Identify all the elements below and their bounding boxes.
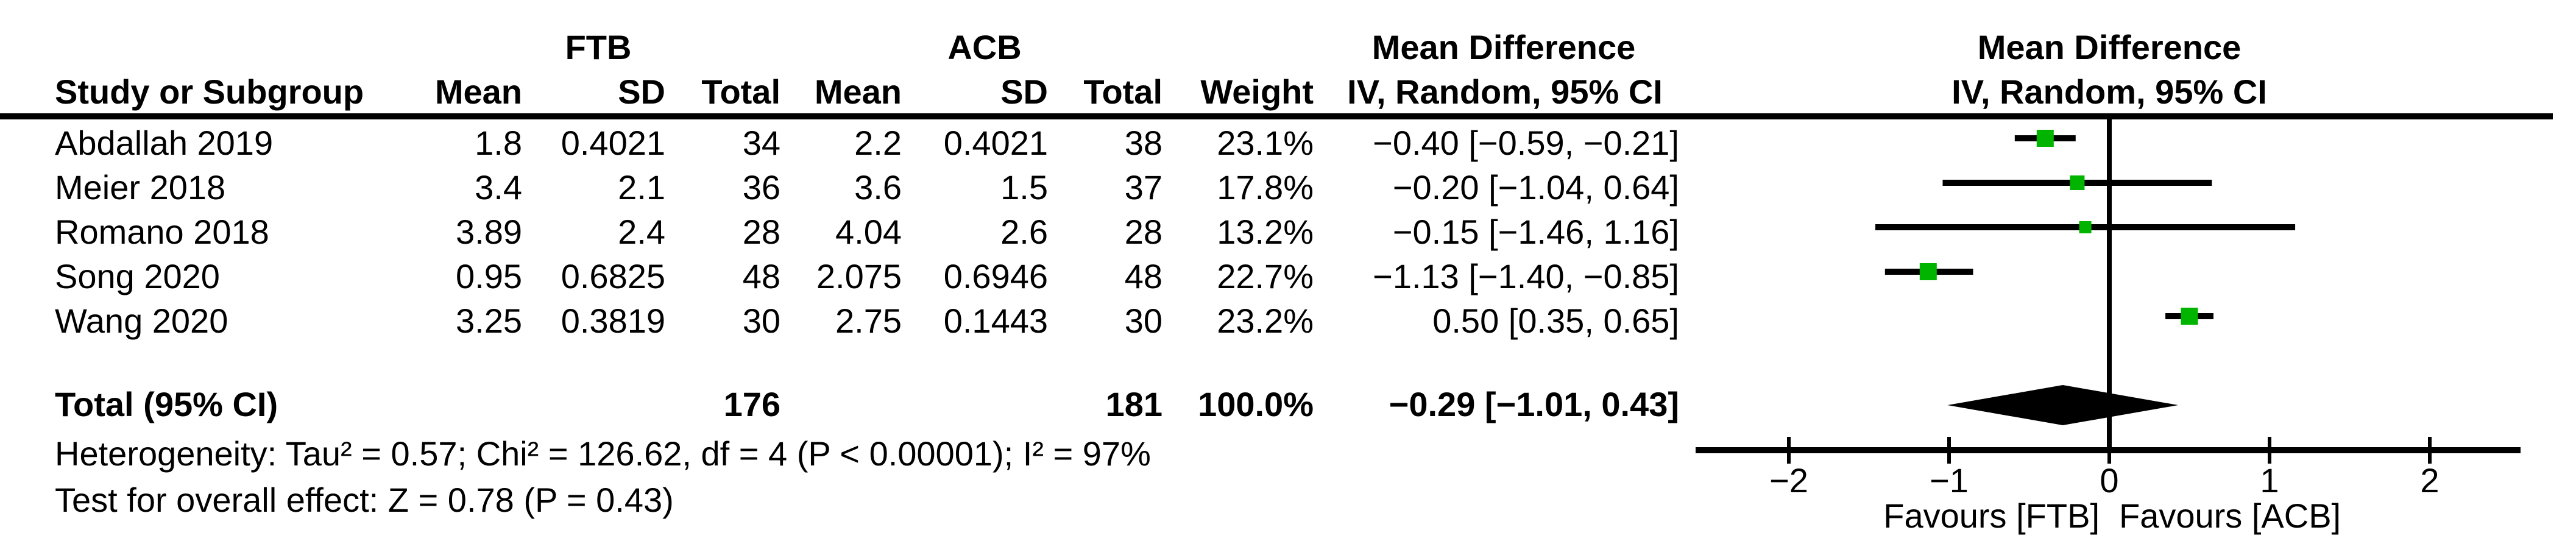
effect-marker bbox=[1919, 263, 1937, 280]
heterogeneity-text: Heterogeneity: Tau² = 0.57; Chi² = 126.6… bbox=[55, 434, 1151, 473]
acb-mean: 2.2 bbox=[854, 124, 902, 162]
acb-sd: 0.4021 bbox=[943, 124, 1048, 162]
column-header-ftb-mean: Mean bbox=[434, 72, 522, 111]
ftb-total: 28 bbox=[742, 213, 780, 251]
acb-mean: 2.075 bbox=[816, 257, 902, 295]
x-axis-tick-label: 0 bbox=[2100, 461, 2118, 500]
total-ftb-total: 176 bbox=[723, 385, 780, 423]
total-diamond bbox=[1947, 385, 2179, 425]
x-axis-tick-label: −1 bbox=[1930, 461, 1969, 500]
x-axis-tick bbox=[2428, 437, 2432, 464]
ftb-mean: 1.8 bbox=[475, 124, 522, 162]
md-ci: −0.40 [−0.59, −0.21] bbox=[1373, 124, 1679, 162]
effect-marker bbox=[2079, 221, 2092, 233]
x-axis-tick bbox=[2268, 437, 2271, 464]
zero-effect-line bbox=[2107, 119, 2112, 453]
group-header-acb: ACB bbox=[947, 28, 1022, 66]
acb-total: 37 bbox=[1124, 168, 1162, 207]
x-axis-tick bbox=[1947, 437, 1951, 464]
ftb-mean: 0.95 bbox=[456, 257, 522, 295]
overall-effect-text: Test for overall effect: Z = 0.78 (P = 0… bbox=[55, 481, 674, 519]
column-header-acb-sd: SD bbox=[1000, 72, 1048, 111]
x-axis-tick-label: −2 bbox=[1769, 461, 1808, 500]
md-ci: −1.13 [−1.40, −0.85] bbox=[1373, 257, 1679, 295]
weight: 17.8% bbox=[1217, 168, 1314, 207]
effect-marker bbox=[2181, 308, 2198, 325]
x-axis-tick bbox=[2107, 437, 2111, 464]
md-ci: −0.20 [−1.04, 0.64] bbox=[1392, 168, 1679, 207]
total-acb-total: 181 bbox=[1105, 385, 1162, 423]
ftb-total: 30 bbox=[742, 302, 780, 340]
weight: 23.1% bbox=[1217, 124, 1314, 162]
ftb-total: 36 bbox=[742, 168, 780, 207]
effect-marker bbox=[2036, 130, 2054, 147]
acb-total: 38 bbox=[1124, 124, 1162, 162]
column-header-mean-difference: Mean Difference bbox=[1371, 28, 1636, 66]
plot-header-iv-ci: IV, Random, 95% CI bbox=[1951, 72, 2267, 111]
weight: 22.7% bbox=[1217, 257, 1314, 295]
acb-sd: 2.6 bbox=[1000, 213, 1048, 251]
ftb-sd: 2.4 bbox=[618, 213, 665, 251]
effect-marker bbox=[2070, 175, 2085, 190]
total-md-ci: −0.29 [−1.01, 0.43] bbox=[1389, 385, 1679, 423]
ftb-sd: 0.6825 bbox=[561, 257, 665, 295]
x-axis-tick-label: 2 bbox=[2420, 461, 2439, 500]
acb-total: 48 bbox=[1124, 257, 1162, 295]
column-header-ftb-total: Total bbox=[701, 72, 780, 111]
column-header-weight: Weight bbox=[1200, 72, 1314, 111]
ftb-sd: 0.4021 bbox=[561, 124, 665, 162]
x-axis-tick-label: 1 bbox=[2260, 461, 2279, 500]
weight: 23.2% bbox=[1217, 302, 1314, 340]
ftb-sd: 0.3819 bbox=[561, 302, 665, 340]
acb-sd: 0.6946 bbox=[943, 257, 1048, 295]
ftb-mean: 3.25 bbox=[456, 302, 522, 340]
ftb-sd: 2.1 bbox=[618, 168, 665, 207]
acb-total: 30 bbox=[1124, 302, 1162, 340]
study-name: Romano 2018 bbox=[55, 213, 269, 251]
md-ci: −0.15 [−1.46, 1.16] bbox=[1392, 213, 1679, 251]
total-row-label: Total (95% CI) bbox=[55, 385, 278, 423]
md-ci: 0.50 [0.35, 0.65] bbox=[1432, 302, 1679, 340]
favours-right-label: Favours [ACB] bbox=[2119, 497, 2341, 535]
acb-sd: 1.5 bbox=[1000, 168, 1048, 207]
acb-total: 28 bbox=[1124, 213, 1162, 251]
header-divider-rule bbox=[0, 113, 2553, 119]
acb-mean: 2.75 bbox=[835, 302, 902, 340]
study-name: Abdallah 2019 bbox=[55, 124, 274, 162]
column-header-iv-ci: IV, Random, 95% CI bbox=[1347, 72, 1663, 111]
column-header-ftb-sd: SD bbox=[618, 72, 665, 111]
weight: 13.2% bbox=[1217, 213, 1314, 251]
plot-header-mean-difference: Mean Difference bbox=[1977, 28, 2242, 66]
ftb-total: 48 bbox=[742, 257, 780, 295]
column-header-acb-mean: Mean bbox=[814, 72, 902, 111]
acb-mean: 4.04 bbox=[835, 213, 902, 251]
acb-mean: 3.6 bbox=[854, 168, 902, 207]
ftb-mean: 3.89 bbox=[456, 213, 522, 251]
x-axis-tick bbox=[1787, 437, 1791, 464]
study-name: Song 2020 bbox=[55, 257, 220, 295]
ftb-total: 34 bbox=[742, 124, 780, 162]
column-header-study: Study or Subgroup bbox=[55, 72, 364, 111]
total-weight: 100.0% bbox=[1198, 385, 1314, 423]
acb-sd: 0.1443 bbox=[943, 302, 1048, 340]
ftb-mean: 3.4 bbox=[475, 168, 522, 207]
column-header-acb-total: Total bbox=[1083, 72, 1162, 111]
favours-left-label: Favours [FTB] bbox=[1883, 497, 2100, 535]
study-name: Meier 2018 bbox=[55, 168, 226, 207]
study-name: Wang 2020 bbox=[55, 302, 228, 340]
group-header-ftb: FTB bbox=[565, 28, 632, 66]
